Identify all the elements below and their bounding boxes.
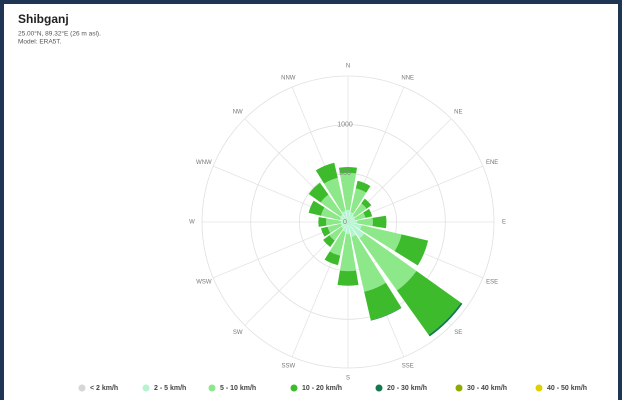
subtitle: Model: ERA5T. bbox=[18, 39, 62, 46]
wind-segment bbox=[341, 222, 348, 229]
legend-label: 10 - 20 km/h bbox=[302, 385, 342, 392]
direction-label: S bbox=[346, 376, 350, 382]
wind-segment bbox=[339, 172, 357, 210]
wind-segment bbox=[340, 214, 348, 222]
wind-segment bbox=[346, 209, 350, 222]
wind-segment bbox=[338, 167, 358, 174]
legend-swatch bbox=[535, 384, 543, 392]
legend-label: 5 - 10 km/h bbox=[220, 385, 256, 392]
direction-label: SSW bbox=[281, 364, 295, 370]
direction-label: NNE bbox=[401, 75, 414, 81]
wind-segment bbox=[359, 225, 402, 252]
direction-label: SSE bbox=[402, 364, 414, 370]
wind-segment bbox=[320, 226, 331, 237]
chart: Shibganj 25.00°N, 89.32°E (26 m asl). Mo… bbox=[18, 12, 587, 392]
wind-segment bbox=[339, 234, 357, 272]
wind-segment bbox=[342, 222, 348, 232]
legend-label: 40 - 50 km/h bbox=[547, 385, 587, 392]
wind-segment bbox=[357, 217, 373, 227]
direction-label: SE bbox=[454, 330, 462, 336]
legend-swatch bbox=[375, 384, 383, 392]
wind-segment bbox=[352, 203, 367, 218]
wind-segment bbox=[329, 230, 346, 256]
wind-segment bbox=[354, 212, 366, 221]
direction-label: NE bbox=[454, 109, 462, 115]
legend-label: 30 - 40 km/h bbox=[467, 385, 507, 392]
wind-segment bbox=[308, 200, 325, 216]
wind-segment bbox=[372, 215, 387, 229]
direction-label: ENE bbox=[486, 160, 498, 166]
wind-segment bbox=[348, 215, 355, 222]
wind-segment bbox=[327, 223, 342, 234]
legend-swatch bbox=[290, 384, 298, 392]
direction-label: WSW bbox=[196, 279, 212, 285]
direction-label: NW bbox=[233, 109, 243, 115]
legend-swatch bbox=[208, 384, 216, 392]
direction-label: SW bbox=[233, 330, 243, 336]
subtitle: 25.00°N, 89.32°E (26 m asl). bbox=[18, 30, 101, 38]
wind-segment bbox=[308, 182, 329, 203]
wind-segment bbox=[318, 217, 327, 227]
direction-label: W bbox=[189, 220, 195, 226]
wind-segment bbox=[315, 162, 338, 184]
wind-segment bbox=[323, 235, 335, 247]
wind-segment bbox=[340, 222, 348, 226]
wind-segment bbox=[348, 222, 362, 230]
grid-ring bbox=[201, 75, 495, 369]
wind-segment bbox=[348, 218, 356, 222]
wind-segment bbox=[320, 194, 343, 217]
wind-segment bbox=[326, 218, 341, 226]
wind-segment bbox=[394, 234, 429, 266]
wind-segment bbox=[363, 208, 373, 218]
direction-label: WNW bbox=[196, 160, 212, 166]
r-tick-label: 1000 bbox=[337, 122, 353, 129]
wind-segment bbox=[396, 270, 461, 335]
wind-segment bbox=[324, 177, 346, 213]
wind-segment bbox=[359, 233, 417, 291]
wind-segment bbox=[351, 234, 386, 292]
wind-segment bbox=[355, 180, 371, 193]
r-tick-label: 0 bbox=[343, 219, 347, 226]
wind-segment bbox=[350, 188, 367, 214]
wind-segment bbox=[324, 251, 341, 266]
wind-segment bbox=[337, 270, 359, 286]
r-tick-label: 500 bbox=[339, 170, 351, 177]
wind-segment bbox=[428, 302, 463, 337]
legend-label: 2 - 5 km/h bbox=[154, 385, 186, 392]
wind-segment bbox=[342, 211, 348, 222]
chart-title: Shibganj bbox=[18, 12, 69, 26]
direction-label: N bbox=[346, 64, 350, 70]
wind-segment bbox=[361, 198, 372, 209]
wind-segment bbox=[348, 212, 354, 222]
legend-swatch bbox=[78, 384, 86, 392]
legend-label: < 2 km/h bbox=[90, 385, 118, 392]
direction-label: ESE bbox=[486, 279, 498, 285]
wind-segment bbox=[348, 222, 356, 237]
wind-segment bbox=[339, 217, 348, 222]
wind-segment bbox=[329, 226, 344, 241]
legend-swatch bbox=[142, 384, 150, 392]
direction-label: NNW bbox=[281, 75, 296, 81]
wind-segment bbox=[364, 282, 402, 321]
wind-segment bbox=[346, 222, 350, 235]
wind-segment bbox=[320, 207, 341, 221]
wind-segment bbox=[340, 220, 348, 224]
wind-segment bbox=[348, 222, 365, 239]
wind-segment bbox=[348, 220, 358, 224]
legend-swatch bbox=[455, 384, 463, 392]
legend-label: 20 - 30 km/h bbox=[387, 385, 427, 392]
grid-ring bbox=[250, 124, 446, 320]
direction-label: E bbox=[502, 220, 506, 226]
